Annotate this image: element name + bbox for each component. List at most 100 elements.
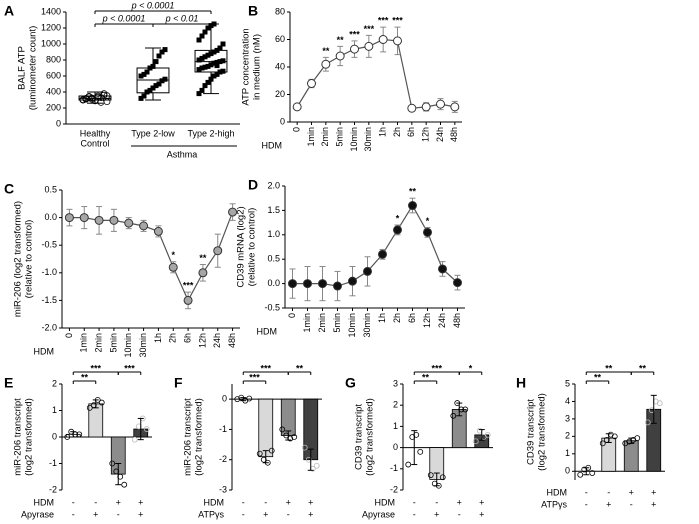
x-tick-label: 2min	[317, 313, 327, 333]
data-point	[393, 225, 402, 235]
y-tick-label: 1.0	[267, 229, 280, 239]
data-point	[208, 51, 214, 57]
y-tick-label: 1200	[41, 22, 61, 32]
data-point	[76, 431, 83, 438]
condition-value: +	[308, 497, 313, 507]
y-tick-label: -1	[49, 458, 57, 468]
y-axis-label: miR-206 transcript	[183, 398, 194, 476]
data-point	[141, 71, 147, 77]
panel-letter: B	[248, 3, 258, 19]
y-tick-label: 0	[52, 431, 57, 441]
condition-value: +	[434, 509, 439, 519]
y-tick-label: 400	[46, 86, 61, 96]
y-axis-label: (log2 transformed)	[194, 398, 205, 476]
y-tick-label: -2	[390, 484, 398, 494]
x-tick-label: 2h	[168, 333, 178, 343]
data-point	[217, 59, 223, 65]
y-tick-label: -1.0	[41, 267, 57, 277]
y-tick-label: -0.5	[41, 240, 57, 250]
data-point	[64, 434, 71, 440]
data-point	[198, 268, 208, 278]
data-point	[79, 96, 87, 104]
y-tick-label: -3	[219, 484, 227, 494]
data-point	[199, 33, 205, 39]
condition-value: +	[116, 497, 121, 507]
significance: **	[337, 35, 345, 45]
data-point	[217, 45, 223, 51]
x-tick-label: 2min	[320, 127, 330, 147]
x-tick-label: 48h	[227, 333, 237, 348]
data-point	[156, 81, 162, 87]
y-tick-label: -2	[219, 454, 227, 464]
data-point	[199, 55, 205, 61]
significance: **	[639, 363, 647, 373]
significance: ***	[260, 363, 271, 373]
y-tick-label: 40	[275, 61, 285, 71]
x-tick-label: 24h	[437, 313, 447, 328]
data-point	[205, 25, 211, 31]
data-point	[131, 436, 138, 443]
data-point	[350, 44, 359, 54]
data-point	[147, 87, 153, 93]
data-point	[335, 51, 345, 61]
condition-value: +	[479, 509, 484, 519]
y-tick-label: 2.0	[267, 180, 280, 190]
x-tick-label: 48h	[449, 127, 459, 142]
y-tick-label: 3	[565, 413, 570, 423]
data-point	[246, 395, 253, 402]
y-axis-label: (log2 transformed)	[24, 398, 35, 476]
y-axis-label: (log2 transformed)	[365, 398, 376, 476]
condition-value: -	[585, 487, 588, 497]
data-point	[97, 99, 105, 106]
condition-value: -	[264, 497, 267, 507]
y-tick-label: 20	[275, 89, 285, 99]
panel-letter: C	[4, 181, 14, 197]
data-point	[313, 462, 320, 469]
significance: **	[296, 363, 304, 373]
panel-letter: F	[174, 375, 183, 391]
y-tick-label: 1.5	[267, 205, 280, 215]
data-point	[256, 450, 263, 457]
x-tick-label: 1min	[79, 333, 89, 353]
condition-value: +	[263, 509, 268, 519]
data-point	[86, 404, 93, 411]
x-tick-label: Control	[80, 138, 109, 148]
data-point	[162, 76, 168, 82]
x-tick-label: 24h	[212, 333, 222, 348]
data-point	[321, 59, 331, 69]
data-point	[143, 426, 150, 432]
y-tick-label: 0.0	[267, 278, 280, 288]
data-point	[220, 68, 226, 74]
data-point	[109, 215, 119, 225]
y-tick-label: 2	[565, 431, 570, 441]
data-point	[168, 262, 178, 272]
y-axis-label: miR-206 transcript	[13, 398, 24, 476]
data-point	[211, 60, 217, 66]
data-point	[220, 41, 226, 47]
data-point	[405, 461, 412, 468]
x-tick-label: Type 2-low	[131, 128, 175, 138]
condition-value: -	[630, 499, 633, 509]
significance: **	[594, 372, 602, 382]
data-point	[644, 419, 651, 426]
significance: **	[322, 46, 330, 56]
y-tick-label: -1.5	[41, 295, 57, 305]
x-tick-label: 0	[292, 127, 302, 132]
y-axis-label: in medium (nM)	[252, 34, 263, 100]
data-point	[438, 264, 447, 274]
data-point	[217, 69, 223, 75]
x-tick-label: 5min	[108, 333, 118, 353]
y-tick-label: 1	[52, 405, 57, 415]
x-tick-label: 10min	[349, 127, 359, 152]
data-point	[634, 435, 641, 442]
significance: ***	[349, 29, 360, 39]
data-point	[183, 295, 193, 305]
y-axis-label: miR-206 (log2 transformed)	[13, 201, 24, 317]
data-point	[577, 471, 584, 478]
bar	[88, 403, 104, 438]
data-point	[408, 201, 417, 211]
data-point	[144, 89, 150, 95]
x-tick-label: 1min	[302, 313, 312, 333]
data-point	[159, 78, 165, 84]
data-point	[427, 472, 434, 479]
